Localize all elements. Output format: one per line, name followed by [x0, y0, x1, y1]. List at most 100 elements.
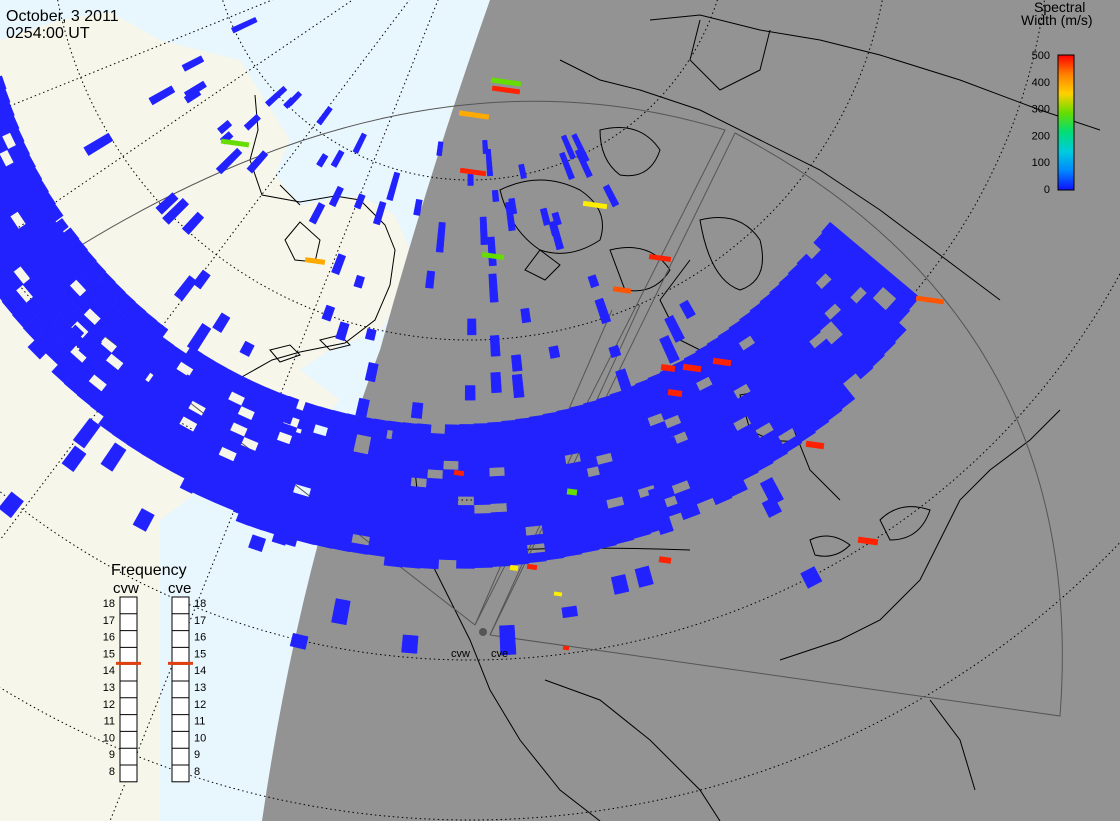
echo-cell [408, 494, 426, 506]
echo-cell-colored [526, 563, 538, 571]
echo-cell [335, 321, 350, 342]
echo-cell [412, 459, 429, 470]
echo-cell [608, 344, 622, 359]
echo-cell [456, 541, 475, 551]
echo-cell [505, 491, 524, 503]
echo-cell [456, 532, 475, 542]
echo-cell [173, 275, 198, 302]
echo-cell [235, 497, 258, 526]
echo-cell [353, 274, 365, 289]
echo-cell [364, 362, 379, 383]
echo-cell [490, 511, 509, 522]
echo-cell [506, 509, 525, 521]
echo-cell [800, 566, 823, 589]
frequency-tick-label: 14 [194, 665, 206, 677]
frequency-tick-label: 9 [109, 749, 115, 761]
frequency-tick-label: 12 [103, 699, 115, 711]
echo-cell [420, 549, 440, 561]
high-width-echoes [220, 77, 945, 651]
echo-cell [0, 202, 12, 222]
echo-cell [243, 113, 262, 131]
legend-tick-labels: 500 400 300 200 100 0 [1032, 50, 1050, 196]
echo-cell [525, 533, 545, 546]
frequency-ladders: 18 17 16 15 14 13 12 11 10 9 8 18 17 16 15 14 13 12 11 10 9 8 [103, 596, 206, 783]
echo-cell [458, 433, 474, 443]
echo-cell [509, 554, 529, 566]
echo-cell [761, 496, 783, 519]
echo-cell [0, 233, 5, 243]
echo-cell [441, 496, 459, 507]
echo-cell [428, 450, 445, 462]
echo-cell [517, 444, 534, 456]
echo-cell [415, 423, 432, 435]
echo-cell [331, 598, 351, 626]
echo-cell-colored [453, 469, 465, 477]
frequency-tick-label: 9 [194, 749, 200, 761]
echo-cell [0, 239, 13, 259]
echo-cell-colored [658, 556, 672, 564]
echo-cell [174, 374, 198, 401]
echo-cell [66, 324, 85, 343]
echo-cell [286, 90, 303, 107]
echo-cell [436, 141, 444, 157]
frequency-tick-label: 8 [109, 766, 115, 778]
echo-cell [179, 472, 200, 494]
echo-cell [181, 211, 205, 235]
echo-cell [527, 551, 547, 564]
echo-cell [424, 504, 442, 516]
echo-cell [352, 132, 367, 154]
echo-cell [520, 307, 532, 324]
echo-cell [0, 215, 4, 224]
date-label: October, 3 2011 [6, 8, 119, 25]
echo-cell [505, 201, 516, 232]
echo-cell [488, 457, 505, 468]
echo-cell [130, 359, 155, 387]
echo-cell [428, 520, 444, 552]
echo-cell [438, 550, 458, 561]
echo-cell [383, 555, 404, 568]
echo-cell [353, 193, 366, 210]
echo-cell [473, 468, 490, 479]
echo-cell [435, 221, 446, 253]
echo-cell [401, 557, 422, 569]
echo-cell [261, 417, 277, 433]
echo-cell [428, 441, 445, 453]
frequency-tick-label: 8 [194, 766, 200, 778]
echo-cell [0, 276, 17, 296]
echo-cell [524, 515, 543, 528]
echo-cell-colored [562, 645, 570, 651]
echo-cell [0, 491, 24, 519]
echo-cell [659, 334, 680, 364]
frequency-tick-label: 18 [194, 598, 206, 610]
spectral-width-legend: Spectral Width (m/s) 500 400 300 200 100 0 [1021, 0, 1093, 196]
echo-cell [511, 373, 525, 399]
echo-cell [390, 430, 405, 449]
frequency-tick-label: 14 [103, 665, 115, 677]
echo-cell [0, 99, 3, 107]
echo-cell [680, 504, 701, 521]
echo-cell [331, 253, 347, 276]
echo-cell [489, 475, 506, 486]
echo-cell-colored [612, 286, 632, 294]
echo-cell-colored [458, 110, 490, 120]
echo-cell [424, 495, 443, 507]
echo-cell [45, 218, 69, 240]
echo-cell [72, 417, 101, 449]
echo-cell [425, 270, 436, 289]
echo-cell [491, 529, 510, 540]
echo-cell [507, 436, 521, 455]
echo-cell [509, 545, 529, 557]
echo-cell [1, 295, 20, 316]
echo-cell [0, 283, 10, 302]
echo-cell [364, 328, 377, 341]
echo-cell [634, 565, 654, 588]
echo-cell [548, 345, 561, 359]
echo-cell [479, 216, 488, 246]
echo-cell [587, 274, 600, 289]
echo-cell [441, 487, 459, 498]
legend-tick-label: 400 [1032, 77, 1050, 89]
echo-cell [489, 493, 507, 504]
echo-cell [561, 605, 578, 619]
echo-cell [728, 398, 747, 418]
